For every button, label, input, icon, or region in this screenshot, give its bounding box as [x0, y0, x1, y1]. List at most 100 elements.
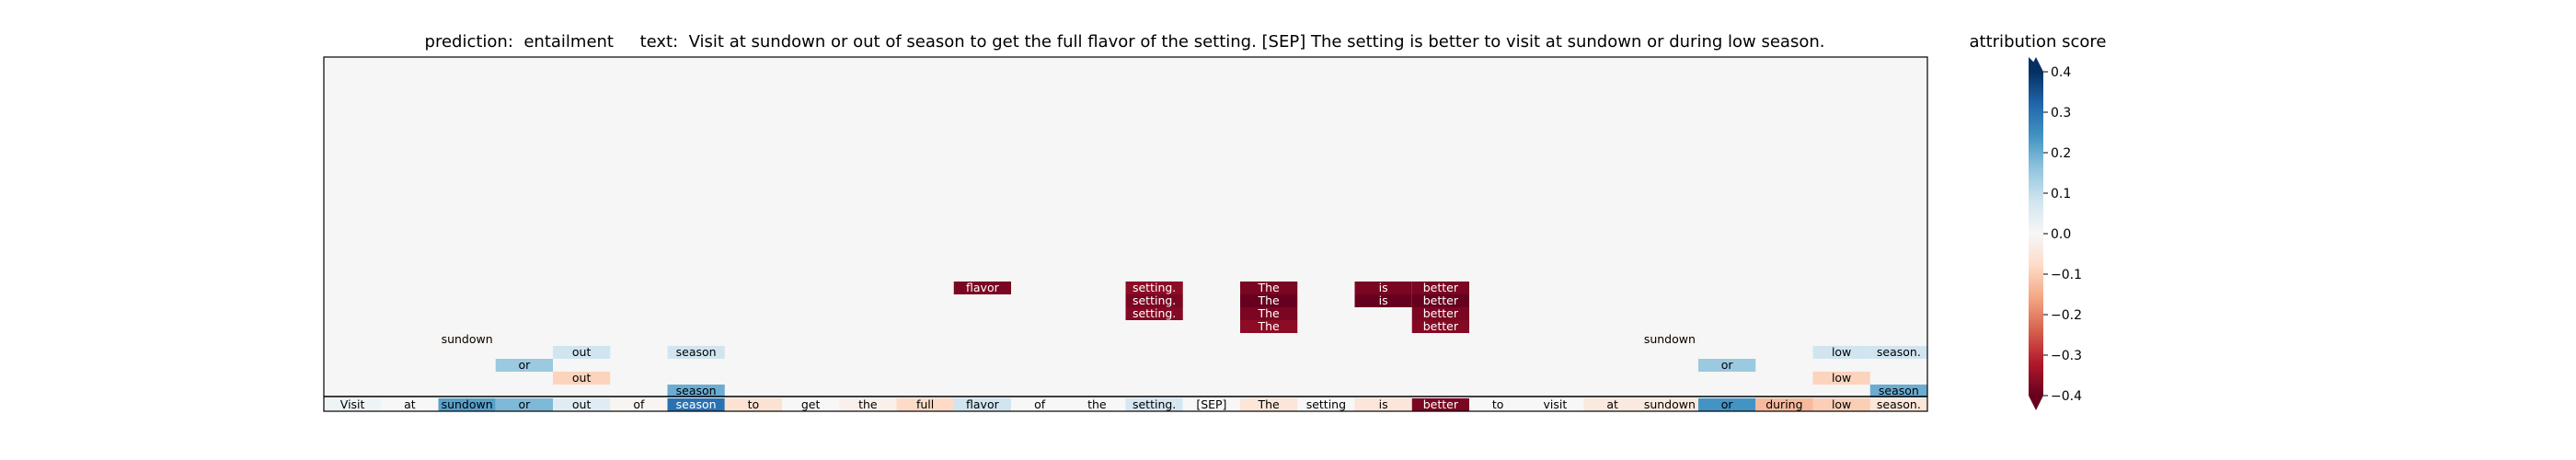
token-row-group: Visit at sundown or out of season to get the full f… — [324, 397, 1927, 411]
attribution-cell — [1354, 294, 1412, 307]
token-label: low — [1832, 397, 1851, 411]
token-cell — [667, 398, 725, 411]
attribution-cell-label: setting. — [1133, 281, 1176, 294]
attribution-cell-label: The — [1258, 306, 1281, 320]
attribution-cell — [667, 346, 725, 359]
attribution-cell-label: season. — [1877, 345, 1921, 359]
attribution-cell-label: The — [1258, 293, 1281, 307]
token-cell — [1583, 398, 1641, 411]
layer-cells-group: flavor setting.setting.setting.TheTheTheT… — [438, 281, 1927, 397]
attribution-cell-label: out — [572, 345, 592, 359]
colorbar-tick-label: −0.2 — [2051, 308, 2082, 323]
token-cell — [1411, 398, 1469, 411]
token-cell — [1297, 398, 1355, 411]
attribution-cell-label: The — [1258, 281, 1281, 294]
token-cell — [1240, 398, 1298, 411]
attribution-cell — [1869, 346, 1927, 359]
attribution-cell — [1812, 372, 1870, 385]
attribution-cell-label: better — [1423, 281, 1459, 294]
attribution-cell-label: or — [518, 358, 531, 372]
attribution-cell — [1411, 320, 1469, 333]
attribution-cell — [495, 359, 553, 372]
token-label: of — [1034, 397, 1046, 411]
attribution-cell-label: better — [1423, 306, 1459, 320]
token-label: sundown — [442, 397, 493, 411]
token-cell — [381, 398, 439, 411]
attribution-cell-label: sundown — [442, 332, 493, 346]
attribution-cell-label: The — [1258, 319, 1281, 333]
token-cell — [839, 398, 897, 411]
colorbar-bottom-extension — [2029, 396, 2043, 410]
attribution-cell-label: setting. — [1133, 293, 1176, 307]
token-cell — [1640, 398, 1698, 411]
colorbar-tick-label: 0.0 — [2051, 227, 2071, 242]
attribution-cell — [1125, 282, 1183, 294]
attribution-cell — [1640, 333, 1698, 346]
attribution-cell-label: low — [1832, 371, 1851, 385]
attribution-cell-label: better — [1423, 319, 1459, 333]
attribution-cell — [1411, 282, 1469, 294]
token-cell — [1526, 398, 1584, 411]
token-cell — [1755, 398, 1813, 411]
colorbar-tick-label: 0.1 — [2051, 187, 2071, 201]
token-label: flavor — [966, 397, 1000, 411]
colorbar-tick-label: −0.1 — [2051, 268, 2082, 282]
token-cell — [438, 398, 496, 411]
token-label: the — [1087, 397, 1107, 411]
token-cell — [724, 398, 782, 411]
token-cell — [1182, 398, 1240, 411]
attribution-cell-label: season — [1879, 384, 1919, 397]
attribution-cell — [1411, 307, 1469, 320]
attribution-cell — [438, 333, 496, 346]
attribution-cell-label: is — [1379, 293, 1388, 307]
token-label: of — [633, 397, 645, 411]
attribution-cell — [1240, 282, 1298, 294]
token-label: or — [1721, 397, 1734, 411]
token-label: the — [858, 397, 878, 411]
token-label: full — [916, 397, 934, 411]
chart-title: prediction: entailment text: Visit at su… — [424, 32, 1825, 52]
token-cell — [610, 398, 668, 411]
token-label: during — [1765, 397, 1802, 411]
attribution-cell-label: season — [676, 345, 717, 359]
token-cell — [1011, 398, 1069, 411]
attribution-cell-label: low — [1832, 345, 1851, 359]
token-label: [SEP] — [1196, 397, 1226, 411]
attribution-cell-label: flavor — [966, 281, 1000, 294]
colorbar-tick-label: 0.3 — [2051, 106, 2071, 121]
token-cell — [1068, 398, 1126, 411]
token-label: season. — [1877, 397, 1921, 411]
token-label: setting — [1306, 397, 1346, 411]
attribution-cell — [1240, 294, 1298, 307]
token-cell — [495, 398, 553, 411]
token-label: at — [1606, 397, 1618, 411]
attribution-cell — [953, 282, 1011, 294]
colorbar-tick-label: 0.4 — [2051, 65, 2071, 80]
token-cell — [1698, 398, 1756, 411]
attribution-cell — [667, 385, 725, 397]
token-cell — [324, 398, 382, 411]
attribution-cell — [1869, 385, 1927, 397]
token-cell — [1354, 398, 1412, 411]
token-cell — [782, 398, 840, 411]
colorbar-tick-label: 0.2 — [2051, 146, 2071, 161]
token-cell — [896, 398, 954, 411]
token-label: setting. — [1133, 397, 1176, 411]
token-label: or — [518, 397, 531, 411]
attribution-cell-label: or — [1721, 358, 1734, 372]
attribution-cell — [1411, 294, 1469, 307]
attribution-cell-label: setting. — [1133, 306, 1176, 320]
token-label: The — [1258, 397, 1281, 411]
token-label: sundown — [1644, 397, 1696, 411]
attribution-cell-label: better — [1423, 293, 1459, 307]
token-label: season — [676, 397, 717, 411]
token-cell — [553, 398, 611, 411]
token-label: out — [572, 397, 592, 411]
token-label: visit — [1543, 397, 1567, 411]
token-label: Visit — [340, 397, 365, 411]
attribution-cell — [1698, 359, 1756, 372]
token-cell — [1812, 398, 1870, 411]
attribution-cell — [1812, 346, 1870, 359]
attribution-cell-label: sundown — [1644, 332, 1696, 346]
